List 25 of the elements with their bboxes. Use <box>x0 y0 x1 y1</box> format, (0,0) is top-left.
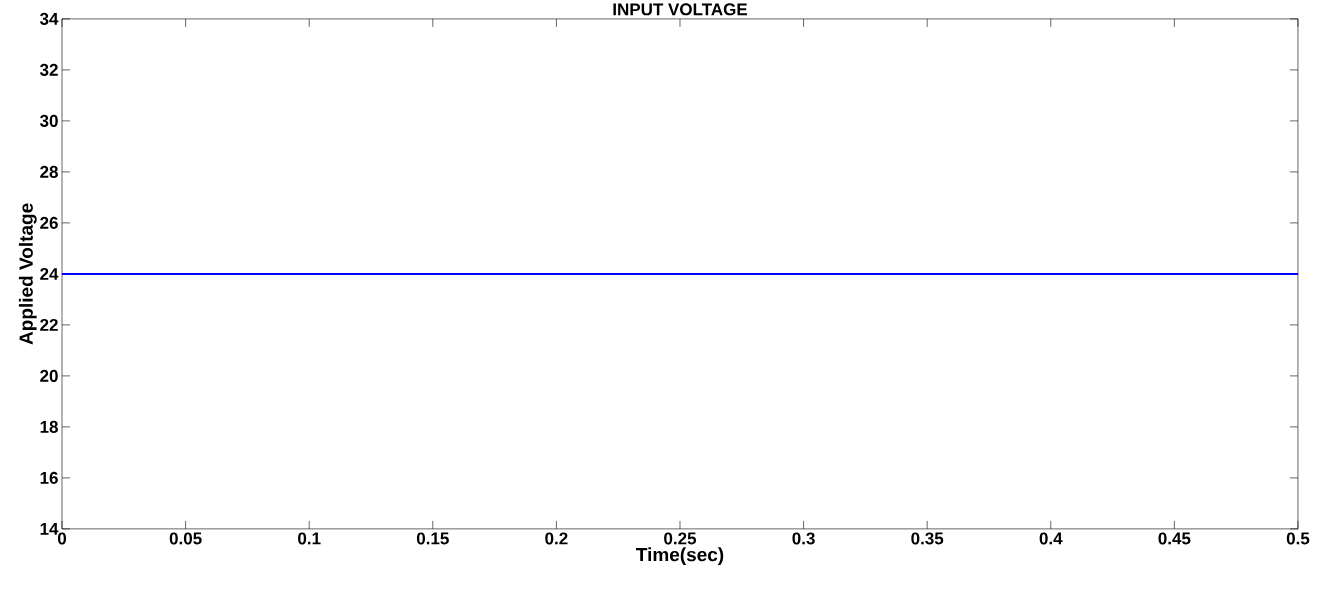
y-tick-label: 14 <box>40 523 59 535</box>
x-axis-title: Time(sec) <box>636 547 724 566</box>
y-tick-label: 34 <box>39 12 59 25</box>
y-axis-title: Applied Voltage <box>18 203 37 345</box>
y-tick-label: 32 <box>39 63 58 76</box>
y-tick-label: 16 <box>40 471 58 484</box>
x-tick-label: 0.4 <box>1039 532 1063 545</box>
x-tick-label: 0.05 <box>169 532 202 545</box>
x-tick-label: 0.2 <box>545 532 568 545</box>
x-tick-label: 0.1 <box>298 532 321 545</box>
y-tick-label: 30 <box>39 114 58 127</box>
y-tick-label: 28 <box>40 165 58 178</box>
x-tick-label: 0.35 <box>911 532 944 545</box>
x-tick-label: 0.3 <box>792 532 815 545</box>
x-tick-label: 0.25 <box>664 532 697 545</box>
y-tick-label: 20 <box>40 369 58 382</box>
y-tick-label: 22 <box>40 319 58 331</box>
x-tick-label: 0.45 <box>1158 532 1191 545</box>
x-tick-label: 0.5 <box>1286 532 1310 545</box>
x-tick-label: 0.15 <box>416 532 449 545</box>
chart-title: INPUT VOLTAGE <box>613 3 748 16</box>
y-tick-label: 24 <box>40 268 59 280</box>
y-tick-label: 26 <box>40 216 58 229</box>
y-tick-label: 18 <box>40 420 58 433</box>
x-tick-label: 0 <box>57 532 67 545</box>
